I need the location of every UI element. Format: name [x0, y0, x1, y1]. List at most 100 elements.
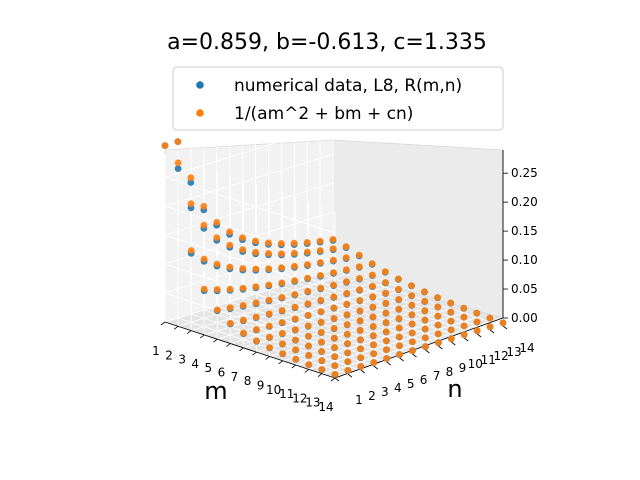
point-model-fit: [318, 366, 326, 373]
point-model-fit: [408, 292, 415, 299]
point-model-fit: [252, 237, 259, 245]
y-tick-mark: [451, 341, 456, 346]
point-model-fit: [357, 345, 364, 353]
point-model-fit: [265, 250, 272, 257]
point-model-fit: [317, 284, 325, 292]
point-model-fit: [305, 332, 312, 340]
z-tick-label: 0.10: [511, 253, 538, 267]
y-tick-mark: [347, 373, 353, 378]
point-model-fit: [292, 346, 299, 354]
point-model-fit: [408, 301, 416, 309]
point-model-fit: [318, 338, 325, 346]
point-model-fit: [343, 289, 351, 297]
point-model-fit: [486, 314, 494, 322]
wall-grid-line-z: [164, 263, 336, 321]
point-model-fit: [239, 234, 246, 242]
point-model-fit: [447, 326, 455, 334]
point-model-fit: [329, 256, 337, 264]
point-model-fit: [305, 342, 312, 350]
point-model-fit: [421, 316, 429, 324]
point-model-fit: [434, 294, 441, 301]
point-model-fit: [227, 319, 234, 327]
point-model-fit: [395, 324, 403, 332]
point-model-fit: [343, 300, 351, 308]
point-model-fit: [486, 323, 494, 331]
point-model-fit: [331, 344, 338, 351]
point-model-fit: [317, 259, 324, 266]
point-model-fit: [434, 330, 442, 338]
point-model-fit: [187, 174, 195, 182]
point-model-fit: [369, 323, 377, 330]
x-tick-label: 1: [152, 344, 160, 358]
x-tick-mark: [317, 373, 323, 378]
point-model-fit: [357, 354, 365, 361]
x-tick-label: 2: [165, 348, 173, 362]
point-model-fit: [252, 313, 260, 321]
point-model-fit: [213, 234, 221, 242]
point-model-fit: [265, 310, 273, 318]
point-model-fit: [266, 344, 273, 351]
point-model-fit: [408, 320, 416, 328]
point-model-fit: [304, 300, 312, 308]
wall-grid-line-z: [164, 292, 336, 350]
y-tick-mark: [476, 333, 482, 338]
legend-marker-series-1: [196, 81, 204, 89]
floor-grid-line-n: [203, 309, 374, 367]
point-model-fit: [278, 264, 285, 272]
point-model-fit: [278, 293, 286, 301]
floor-grid-line-n: [281, 285, 452, 343]
point-model-fit: [369, 313, 377, 321]
y-tick-mark: [438, 345, 443, 350]
y-tick-label: 13: [506, 345, 521, 359]
y-tick-mark: [373, 365, 379, 370]
point-model-fit: [200, 255, 208, 263]
point-model-fit: [435, 339, 442, 346]
point-model-fit: [343, 321, 351, 328]
point-model-fit: [226, 285, 234, 293]
point-model-fit: [369, 303, 377, 311]
point-model-fit: [239, 316, 247, 324]
point-model-fit: [395, 296, 403, 303]
point-model-fit: [303, 248, 311, 256]
point-model-fit: [253, 337, 260, 345]
z-tick-label: 0.00: [511, 311, 538, 325]
y-tick-label: 11: [481, 353, 496, 367]
point-model-fit: [174, 138, 182, 146]
point-model-fit: [434, 312, 442, 320]
y-tick-label: 7: [433, 369, 441, 383]
point-model-fit: [187, 200, 195, 208]
point-model-fit: [395, 315, 403, 322]
point-model-fit: [369, 271, 376, 279]
y-tick-mark: [399, 357, 404, 362]
point-model-fit: [226, 304, 234, 312]
x-tick-mark: [213, 338, 218, 343]
point-model-fit: [304, 287, 312, 295]
legend-frame: [172, 66, 504, 131]
point-model-fit: [356, 317, 364, 325]
point-model-fit: [278, 307, 286, 314]
point-model-fit: [356, 275, 363, 282]
point-model-fit: [370, 341, 377, 349]
point-model-fit: [499, 319, 507, 327]
point-model-fit: [331, 371, 339, 378]
z-ticks: 0.00 0.05 0.10 0.15 0.20 0.25: [503, 166, 538, 325]
x-axis-line: [164, 321, 336, 379]
point-model-fit: [408, 311, 416, 318]
point-model-fit: [317, 328, 325, 336]
legend-label-series-1: numerical data, L8, R(m,n): [234, 76, 462, 96]
point-model-fit: [447, 308, 455, 316]
y-tick-label: 14: [519, 341, 534, 355]
point-model-fit: [422, 343, 429, 350]
point-model-fit: [395, 285, 402, 293]
point-model-fit: [317, 296, 325, 304]
y-tick-label: 2: [368, 389, 376, 403]
chart-title: a=0.859, b=-0.613, c=1.335: [167, 30, 487, 55]
x-tick-mark: [226, 343, 231, 347]
point-model-fit: [409, 338, 416, 346]
x-tick-label: 14: [318, 400, 333, 414]
floor-grid-line-n: [229, 301, 400, 359]
x-tick-label: 8: [244, 374, 252, 388]
x-tick-mark: [186, 330, 192, 334]
point-model-fit: [342, 243, 350, 251]
